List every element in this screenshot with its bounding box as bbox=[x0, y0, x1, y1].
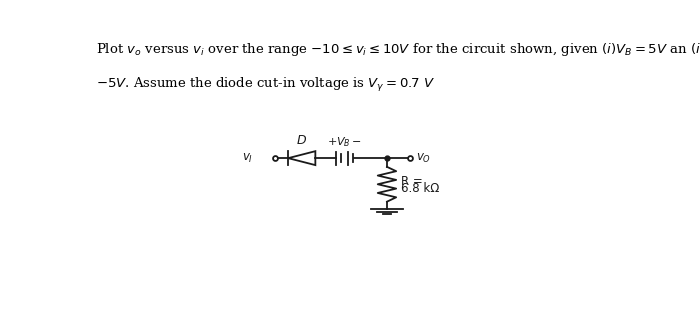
Text: Plot $v_o$ versus $v_i$ over the range $-10 \leq v_i \leq 10V$ for the circuit s: Plot $v_o$ versus $v_i$ over the range $… bbox=[96, 41, 700, 58]
Text: $v_O$: $v_O$ bbox=[416, 151, 430, 165]
Text: 6.8 kΩ: 6.8 kΩ bbox=[400, 182, 439, 195]
Text: $+V_B-$: $+V_B-$ bbox=[327, 135, 362, 149]
Text: $-5V$. Assume the diode cut-in voltage is $V_\gamma = 0.7\ V$: $-5V$. Assume the diode cut-in voltage i… bbox=[96, 76, 435, 94]
Text: $v_I$: $v_I$ bbox=[241, 151, 253, 165]
Text: D: D bbox=[297, 134, 307, 147]
Text: R =: R = bbox=[400, 175, 422, 188]
